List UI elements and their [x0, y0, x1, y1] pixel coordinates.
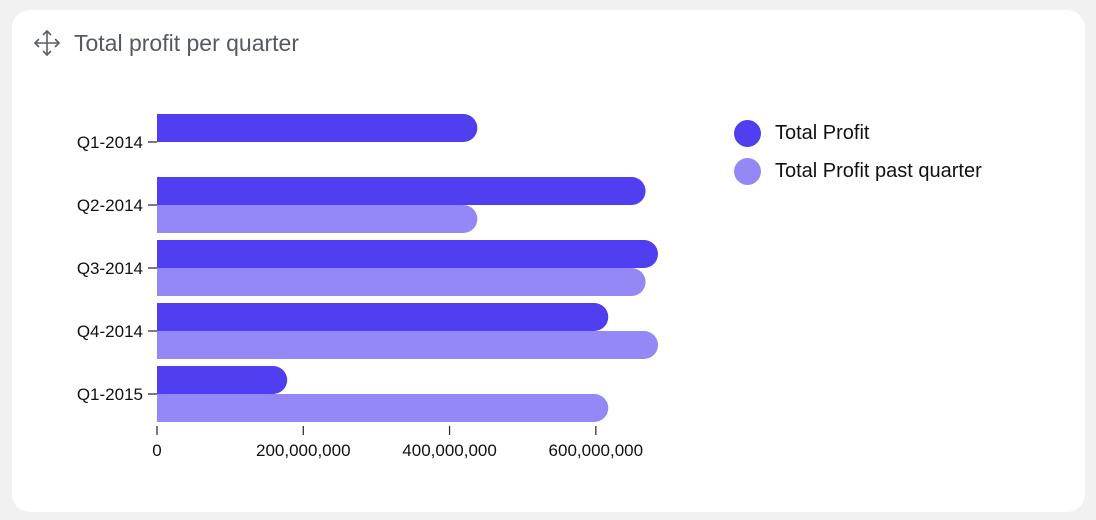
legend-item[interactable]: Total Profit	[734, 114, 982, 152]
y-tick-label: Q1-2014	[77, 133, 143, 152]
bar	[157, 331, 658, 359]
legend-label: Total Profit past quarter	[775, 159, 982, 182]
chart-legend: Total Profit Total Profit past quarter	[734, 114, 982, 190]
y-tick-label: Q2-2014	[77, 196, 143, 215]
bar	[157, 268, 646, 296]
bar	[157, 177, 646, 205]
move-icon[interactable]	[32, 28, 62, 58]
bar	[157, 394, 609, 422]
y-tick-label: Q1-2015	[77, 385, 143, 404]
legend-item[interactable]: Total Profit past quarter	[734, 152, 982, 190]
card-header: Total profit per quarter	[32, 28, 299, 58]
bar	[157, 205, 478, 233]
y-tick-label: Q4-2014	[77, 322, 143, 341]
y-tick-label: Q3-2014	[77, 259, 143, 278]
legend-swatch	[734, 119, 761, 147]
legend-swatch	[734, 157, 761, 185]
bar-chart: Q1-2014 Q2-2014 Q3-2014 Q4-2014 Q1-2015 0 200,…	[77, 114, 658, 460]
bar	[157, 240, 658, 268]
chart-card: Total profit per quarter Q1-2014 Q2-2014 Q…	[12, 10, 1085, 512]
legend-label: Total Profit	[775, 121, 870, 144]
bar	[157, 366, 288, 394]
x-tick-label: 0	[152, 441, 161, 460]
chart-title: Total profit per quarter	[74, 29, 300, 56]
bar	[157, 303, 609, 331]
x-tick-label: 600,000,000	[549, 441, 644, 460]
x-tick-label: 400,000,000	[402, 441, 497, 460]
bar	[157, 114, 478, 142]
x-tick-label: 200,000,000	[256, 441, 351, 460]
